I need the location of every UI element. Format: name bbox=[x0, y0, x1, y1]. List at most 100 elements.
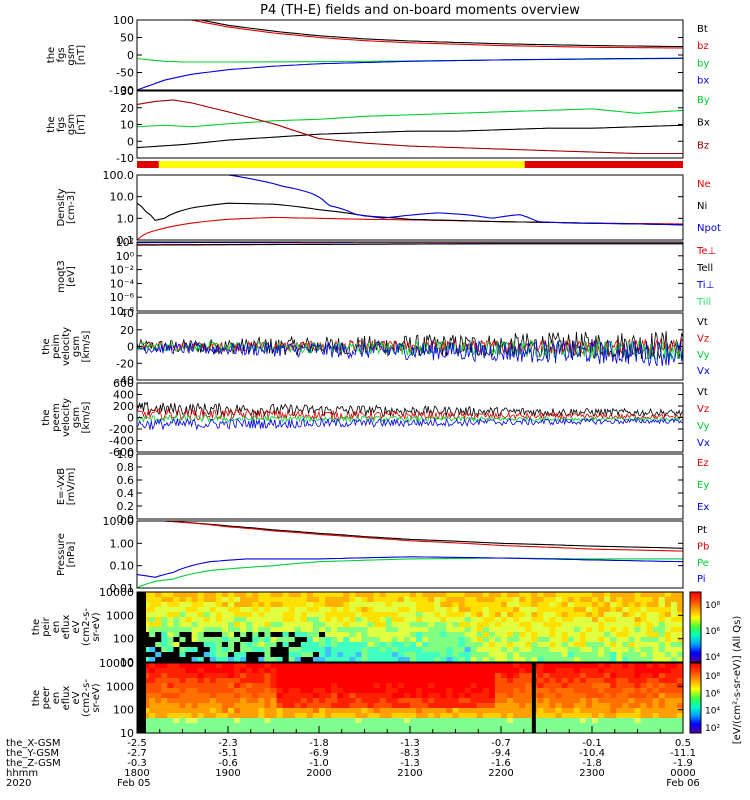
spectro-cell bbox=[543, 617, 551, 623]
spectro-cell bbox=[573, 693, 581, 699]
spectro-cell bbox=[203, 708, 211, 714]
spectro-cell bbox=[361, 693, 369, 699]
spectro-cell bbox=[658, 642, 666, 648]
spectro-cell bbox=[555, 723, 563, 729]
spectro-cell bbox=[179, 597, 187, 603]
spectro-cell bbox=[179, 708, 187, 714]
spectro-cell bbox=[555, 592, 563, 598]
y-axis-label-line: [km/s] bbox=[81, 330, 92, 362]
spectro-cell bbox=[306, 688, 314, 694]
spectro-cell bbox=[519, 728, 526, 734]
spectro-cell bbox=[367, 718, 375, 724]
spectro-cell bbox=[228, 673, 235, 679]
spectro-cell bbox=[282, 713, 290, 719]
spectro-cell bbox=[555, 713, 563, 719]
spectro-cell bbox=[228, 612, 235, 618]
spectro-cell bbox=[312, 632, 320, 638]
spectro-cell bbox=[397, 708, 405, 714]
spectro-cell bbox=[312, 673, 320, 679]
spectro-cell bbox=[149, 647, 156, 653]
spectro-cell bbox=[440, 612, 447, 618]
spectro-cell bbox=[252, 708, 259, 714]
spectro-cell bbox=[325, 622, 332, 628]
spectro-cell bbox=[234, 713, 241, 719]
spectro-cell bbox=[288, 632, 296, 638]
spectro-cell bbox=[246, 718, 253, 724]
spectro-cell bbox=[610, 627, 617, 633]
spectro-cell bbox=[197, 668, 205, 674]
spectro-cell bbox=[246, 647, 253, 653]
spectro-cell bbox=[585, 683, 593, 689]
spectro-cell bbox=[652, 617, 660, 623]
spectro-cell bbox=[525, 728, 532, 734]
spectro-cell bbox=[573, 673, 581, 679]
spectro-cell bbox=[543, 683, 551, 689]
spectro-cell bbox=[452, 637, 460, 643]
spectro-cell bbox=[240, 708, 247, 714]
spectro-cell bbox=[258, 607, 265, 613]
spectro-cell bbox=[403, 652, 411, 658]
spectro-cell bbox=[276, 657, 284, 663]
spectro-cell bbox=[428, 597, 435, 603]
spectro-cell bbox=[349, 597, 356, 603]
spectro-cell bbox=[319, 698, 326, 704]
spectro-cell bbox=[161, 637, 168, 643]
spectro-cell bbox=[149, 683, 156, 689]
spectro-cell bbox=[149, 728, 156, 734]
spectro-cell bbox=[294, 693, 302, 699]
spectro-cell bbox=[234, 642, 241, 648]
spectro-cell bbox=[306, 668, 314, 674]
spectro-cell bbox=[403, 693, 411, 699]
spectro-cell bbox=[197, 678, 205, 684]
spectro-cell bbox=[428, 703, 435, 709]
spectro-cell bbox=[507, 642, 514, 648]
spectro-cell bbox=[416, 592, 423, 598]
legend-label: Tell bbox=[696, 263, 713, 274]
spectro-cell bbox=[294, 698, 302, 704]
spectro-cell bbox=[355, 592, 363, 598]
spectro-cell bbox=[215, 718, 223, 724]
spectro-cell bbox=[276, 592, 284, 598]
spectro-cell bbox=[664, 688, 672, 694]
spectro-cell bbox=[355, 673, 363, 679]
spectro-cell bbox=[185, 683, 193, 689]
spectro-cell bbox=[610, 657, 617, 663]
spectro-cell bbox=[585, 637, 593, 643]
spectro-cell bbox=[410, 652, 417, 658]
spectro-cell bbox=[470, 607, 478, 613]
spectro-cell bbox=[537, 678, 545, 684]
spectro-cell bbox=[258, 657, 265, 663]
y-axis-label-line: peir bbox=[41, 616, 52, 636]
spectro-cell bbox=[494, 627, 502, 633]
spectro-cell bbox=[234, 617, 241, 623]
spectro-cell bbox=[403, 637, 411, 643]
spectro-cell bbox=[191, 637, 199, 643]
spectro-cell bbox=[155, 678, 162, 684]
spectro-cell bbox=[494, 688, 502, 694]
spectro-cell bbox=[203, 698, 211, 704]
spectro-cell bbox=[228, 607, 235, 613]
spectro-cell bbox=[349, 663, 356, 669]
spectro-cell bbox=[670, 693, 678, 699]
spectro-cell bbox=[349, 592, 356, 598]
spectro-cell bbox=[543, 698, 551, 704]
spectro-cell bbox=[276, 622, 284, 628]
spectro-cell bbox=[319, 647, 326, 653]
spectro-cell bbox=[464, 723, 472, 729]
spectro-cell bbox=[416, 642, 423, 648]
spectro-cell bbox=[579, 713, 587, 719]
spectro-cell bbox=[209, 723, 217, 729]
spectro-cell bbox=[555, 632, 563, 638]
spectro-cell bbox=[664, 698, 672, 704]
spectro-cell bbox=[397, 627, 405, 633]
spectro-cell bbox=[403, 683, 411, 689]
spectro-cell bbox=[161, 723, 168, 729]
spectro-cell bbox=[628, 703, 636, 709]
spectro-cell bbox=[373, 602, 381, 608]
spectro-cell bbox=[143, 718, 150, 724]
spectro-cell bbox=[185, 713, 193, 719]
spectro-cell bbox=[525, 627, 532, 633]
spectro-cell bbox=[252, 647, 259, 653]
spectro-cell bbox=[458, 592, 466, 598]
spectro-cell bbox=[646, 673, 654, 679]
